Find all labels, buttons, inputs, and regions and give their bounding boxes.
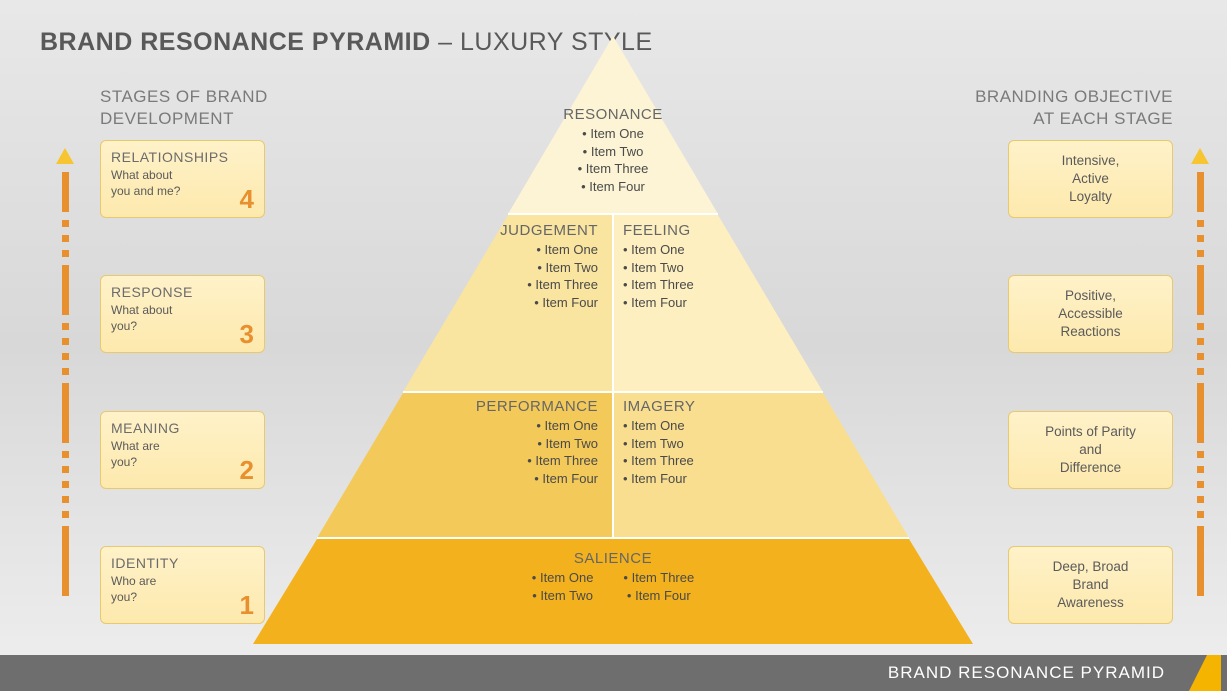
objective-box-2: Points of ParityandDifference	[1008, 411, 1173, 489]
footer-bar: BRAND RESONANCE PYRAMID	[0, 655, 1227, 691]
footer-text: BRAND RESONANCE PYRAMID	[888, 663, 1165, 683]
pyramid: RESONANCE Item OneItem TwoItem ThreeItem…	[253, 36, 973, 644]
arrow-right	[1193, 148, 1207, 596]
stage-box-3: RESPONSEWhat aboutyou?3	[100, 275, 265, 353]
arrow-left	[58, 148, 72, 596]
stage-box-4: RELATIONSHIPSWhat aboutyou and me?4	[100, 140, 265, 218]
section-resonance: RESONANCE Item OneItem TwoItem ThreeItem…	[253, 106, 973, 195]
objective-box-4: Intensive,ActiveLoyalty	[1008, 140, 1173, 218]
heading-objectives: BRANDING OBJECTIVEAT EACH STAGE	[975, 86, 1173, 130]
section-performance: PERFORMANCE Item OneItem TwoItem ThreeIt…	[253, 398, 608, 487]
section-feeling: FEELING Item OneItem TwoItem ThreeItem F…	[623, 222, 973, 311]
objective-box-3: Positive,AccessibleReactions	[1008, 275, 1173, 353]
footer-accent	[1189, 655, 1207, 691]
section-imagery: IMAGERY Item OneItem TwoItem ThreeItem F…	[623, 398, 973, 487]
heading-stages: STAGES OF BRANDDEVELOPMENT	[100, 86, 268, 130]
stage-box-2: MEANINGWhat areyou?2	[100, 411, 265, 489]
objective-box-1: Deep, BroadBrandAwareness	[1008, 546, 1173, 624]
stage-box-1: IDENTITYWho areyou?1	[100, 546, 265, 624]
section-judgement: JUDGEMENT Item OneItem TwoItem ThreeItem…	[253, 222, 608, 311]
section-salience: SALIENCE Item OneItem Two Item ThreeItem…	[253, 550, 973, 604]
